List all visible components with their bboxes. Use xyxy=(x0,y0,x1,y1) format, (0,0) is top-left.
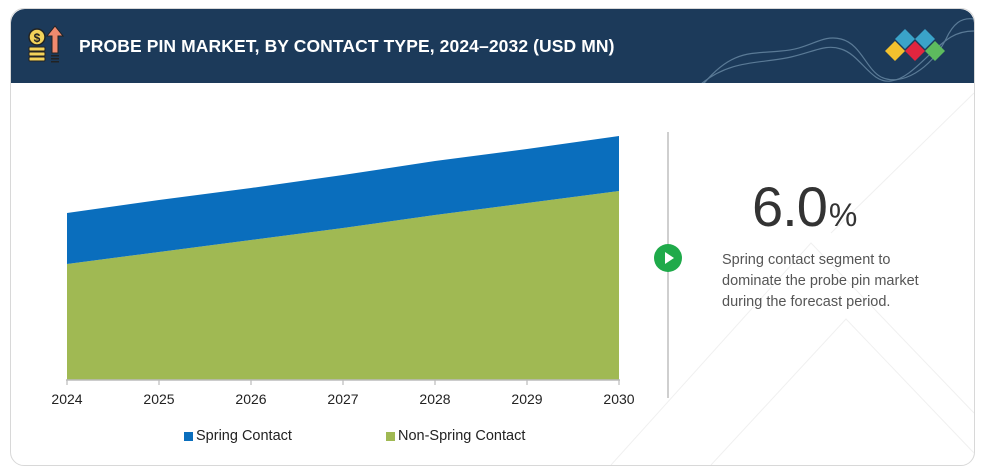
decorative-waves xyxy=(701,18,974,83)
header-bar: $ PROBE PIN MARKET, BY CONTACT TYPE, 202… xyxy=(11,9,974,83)
legend-swatch-spring xyxy=(184,431,193,441)
x-tick-label: 2024 xyxy=(51,391,82,407)
cagr-number: 6.0 xyxy=(752,175,828,238)
coins-growth-icon: $ xyxy=(28,25,65,63)
x-tick-label: 2029 xyxy=(511,391,542,407)
legend-label-spring: Spring Contact xyxy=(196,428,292,444)
x-tick-label: 2026 xyxy=(235,391,266,407)
x-tick-label: 2030 xyxy=(603,391,634,407)
cagr-unit: % xyxy=(828,197,857,233)
diamond-logo-icon xyxy=(885,29,945,61)
x-tick-label: 2028 xyxy=(419,391,450,407)
x-tick-label: 2027 xyxy=(327,391,358,407)
legend-swatch-non-spring xyxy=(386,431,395,441)
x-tick-label: 2025 xyxy=(143,391,174,407)
area-series-spring-contact xyxy=(67,136,619,264)
highlight-description: Spring contact segment to dominate the p… xyxy=(722,252,919,310)
chart-title: PROBE PIN MARKET, BY CONTACT TYPE, 2024–… xyxy=(79,36,615,56)
cagr-value: 6.0% xyxy=(752,174,857,239)
play-icon[interactable] xyxy=(654,244,682,272)
legend-label-non-spring: Non-Spring Contact xyxy=(398,428,526,444)
legend-item-spring: Spring Contact xyxy=(184,428,292,444)
svg-text:$: $ xyxy=(34,31,41,45)
legend-item-non-spring: Non-Spring Contact xyxy=(386,428,525,444)
area-series-non-spring-contact xyxy=(67,191,619,380)
